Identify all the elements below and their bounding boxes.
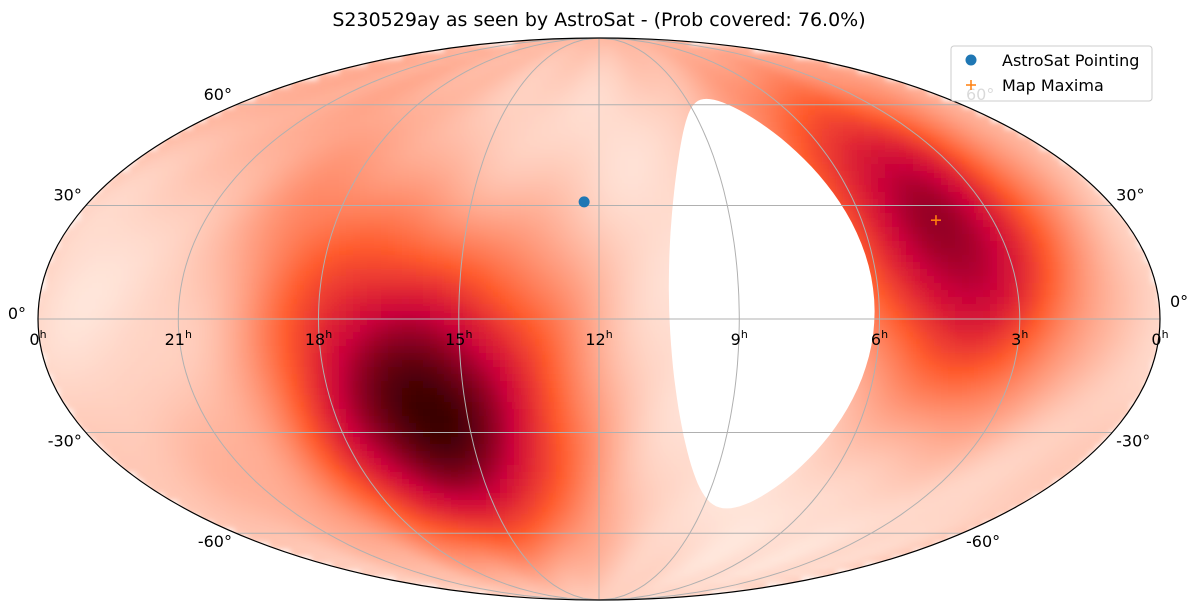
ra-tick-unit: h: [325, 328, 332, 341]
ra-tick-label-9: 9h: [731, 328, 748, 349]
legend-label-maxima: Map Maxima: [1002, 76, 1104, 95]
ra-tick-unit: h: [1162, 328, 1169, 341]
ra-tick-unit: h: [1021, 328, 1028, 341]
ra-tick-value: 21: [165, 330, 185, 349]
ra-tick-unit: h: [465, 328, 472, 341]
dec-tick-label-left: -30°: [48, 432, 82, 451]
ra-tick-value: 0: [1151, 330, 1161, 349]
ra-tick-value: 18: [305, 330, 325, 349]
ra-tick-unit: h: [741, 328, 748, 341]
dec-tick-label-left: -60°: [198, 532, 232, 551]
ra-tick-unit: h: [606, 328, 613, 341]
sky-outline: [37, 37, 1161, 601]
ra-tick-value: 3: [1011, 330, 1021, 349]
ra-tick-label-12: 12h: [585, 328, 612, 349]
legend-label-pointing: AstroSat Pointing: [1002, 51, 1139, 70]
map-maxima-marker: [930, 215, 941, 226]
dec-tick-label-right: -30°: [1116, 432, 1150, 451]
legend-maxima-marker: [966, 80, 976, 90]
chart-title: S230529ay as seen by AstroSat - (Prob co…: [332, 9, 865, 31]
astrosat-pointing-marker: [578, 196, 590, 208]
ra-tick-value: 9: [731, 330, 741, 349]
ra-tick-value: 6: [871, 330, 881, 349]
legend: AstroSat Pointing Map Maxima: [950, 45, 1153, 102]
dec-tick-label-left: 60°: [204, 85, 232, 104]
dec-tick-label-left-0: 0°: [8, 304, 26, 323]
ra-tick-label-21: 21h: [165, 328, 192, 349]
dec-tick-label-left: 30°: [53, 185, 81, 204]
ra-tick-label-3: 3h: [1011, 328, 1028, 349]
ra-tick-label-0: 0h: [1151, 328, 1168, 349]
legend-box: [950, 45, 1153, 102]
earth-occultation-region: [668, 98, 875, 509]
ra-tick-unit: h: [185, 328, 192, 341]
ra-tick-label-0: 0h: [29, 328, 46, 349]
dec-tick-label-right-0: 0°: [1170, 292, 1188, 311]
ra-tick-label-18: 18h: [305, 328, 332, 349]
ra-tick-labels: 0h 21h 18h 15h 12h 9h 6h 3h 0h: [29, 328, 1168, 349]
probability-heatmap: [38, 38, 1160, 600]
ra-tick-label-15: 15h: [445, 328, 472, 349]
ra-tick-value: 15: [445, 330, 465, 349]
markers: [578, 196, 941, 226]
ra-tick-value: 0: [29, 330, 39, 349]
coordinate-grid: [38, 38, 1160, 600]
dec-tick-label-right: -60°: [966, 532, 1000, 551]
dec-tick-label-right: 30°: [1116, 185, 1144, 204]
ra-tick-unit: h: [881, 328, 888, 341]
ra-tick-unit: h: [40, 328, 47, 341]
ra-tick-value: 12: [585, 330, 605, 349]
legend-pointing-marker: [965, 54, 977, 66]
ra-tick-label-6: 6h: [871, 328, 888, 349]
dec-tick-labels: 60°60°30°30°0°0°-30°-30°-60°-60°: [8, 85, 1188, 551]
